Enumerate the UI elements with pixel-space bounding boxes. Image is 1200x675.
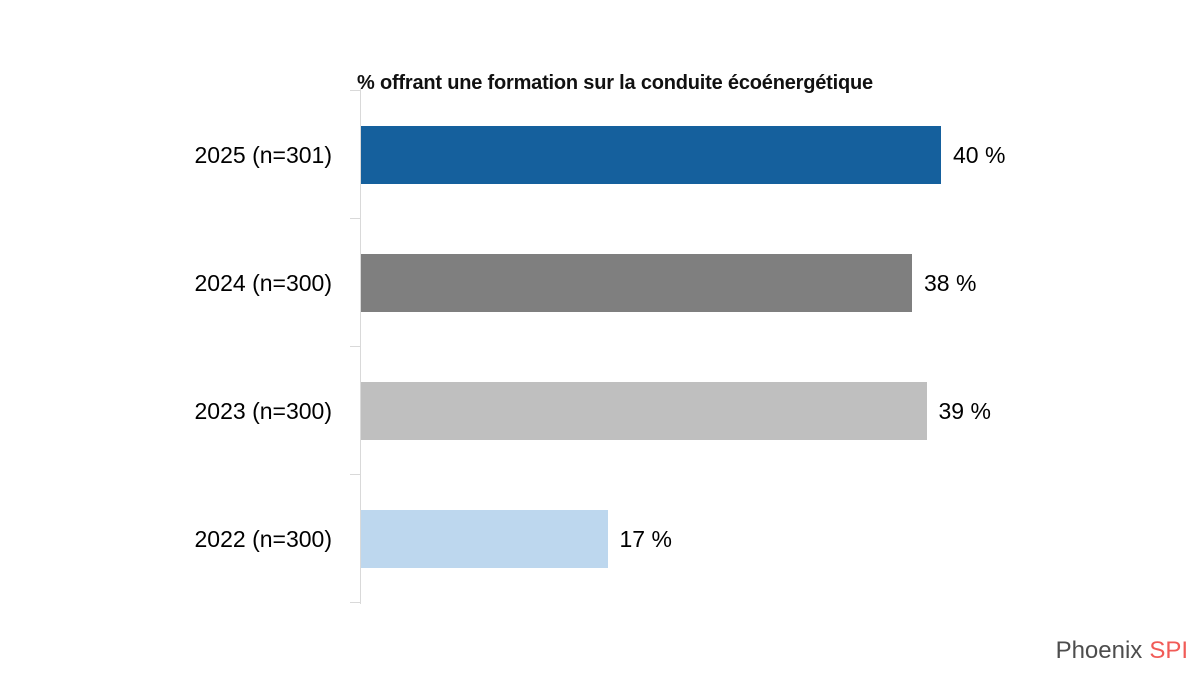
- bar-row-2022: 17 %: [361, 510, 672, 568]
- category-label-2024: 2024 (n=300): [194, 270, 332, 296]
- category-label-2025: 2025 (n=301): [194, 142, 332, 168]
- brand-suffix: SPI: [1149, 637, 1188, 664]
- bar-2024: [361, 254, 912, 312]
- brand-name: Phoenix: [1055, 637, 1143, 664]
- bar-row-2024: 38 %: [361, 254, 976, 312]
- bar-2022: [361, 510, 608, 568]
- bar-2025: [361, 126, 941, 184]
- axis-tick: [350, 346, 361, 347]
- axis-tick: [350, 602, 361, 603]
- bar-row-2025: 40 %: [361, 126, 1005, 184]
- value-label-2025: 40 %: [953, 141, 1006, 168]
- value-label-2023: 39 %: [938, 397, 991, 424]
- value-label-2024: 38 %: [924, 269, 977, 296]
- category-label-2023: 2023 (n=300): [194, 398, 332, 424]
- chart-title: % offrant une formation sur la conduite …: [357, 72, 873, 94]
- brand-logo: Phoenix SPI: [1056, 637, 1188, 665]
- category-label-2022: 2022 (n=300): [194, 526, 332, 552]
- axis-tick: [350, 90, 361, 91]
- bar-2023: [361, 382, 927, 440]
- value-label-2022: 17 %: [619, 525, 672, 552]
- bar-row-2023: 39 %: [361, 382, 991, 440]
- axis-tick: [350, 218, 361, 219]
- axis-tick: [350, 474, 361, 475]
